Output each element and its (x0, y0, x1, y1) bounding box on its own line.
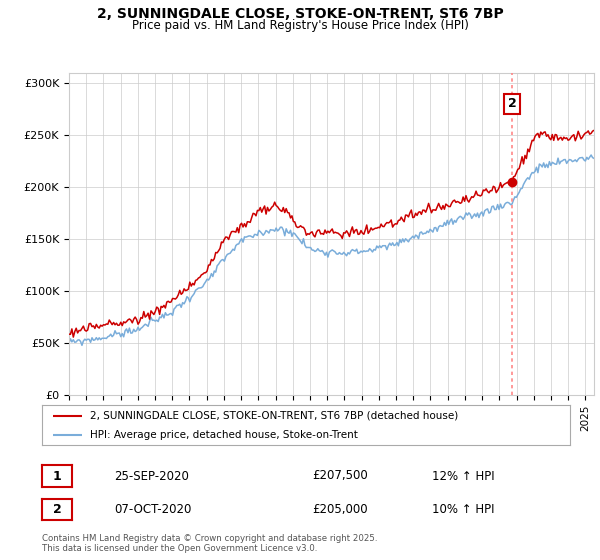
Text: Contains HM Land Registry data © Crown copyright and database right 2025.
This d: Contains HM Land Registry data © Crown c… (42, 534, 377, 553)
Text: 2, SUNNINGDALE CLOSE, STOKE-ON-TRENT, ST6 7BP: 2, SUNNINGDALE CLOSE, STOKE-ON-TRENT, ST… (97, 7, 503, 21)
Text: 12% ↑ HPI: 12% ↑ HPI (432, 469, 494, 483)
Text: £207,500: £207,500 (312, 469, 368, 483)
Text: Price paid vs. HM Land Registry's House Price Index (HPI): Price paid vs. HM Land Registry's House … (131, 19, 469, 32)
Text: 2: 2 (53, 503, 61, 516)
Text: 25-SEP-2020: 25-SEP-2020 (114, 469, 189, 483)
Text: £205,000: £205,000 (312, 503, 368, 516)
Text: 2, SUNNINGDALE CLOSE, STOKE-ON-TRENT, ST6 7BP (detached house): 2, SUNNINGDALE CLOSE, STOKE-ON-TRENT, ST… (89, 411, 458, 421)
Text: HPI: Average price, detached house, Stoke-on-Trent: HPI: Average price, detached house, Stok… (89, 430, 358, 440)
Text: 07-OCT-2020: 07-OCT-2020 (114, 503, 191, 516)
Text: 2: 2 (508, 97, 517, 110)
Text: 1: 1 (53, 469, 61, 483)
Text: 10% ↑ HPI: 10% ↑ HPI (432, 503, 494, 516)
